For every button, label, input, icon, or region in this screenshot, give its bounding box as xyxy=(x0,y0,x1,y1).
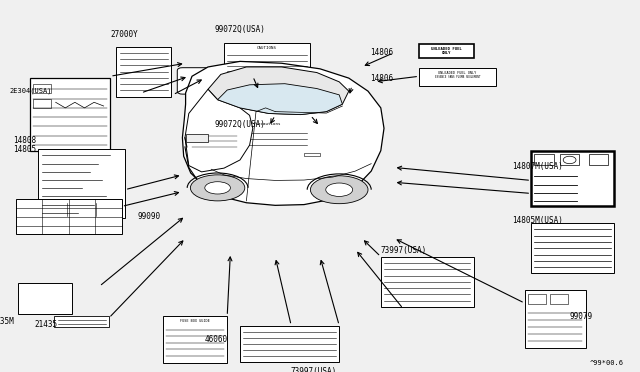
Ellipse shape xyxy=(326,183,353,196)
Text: 21435M: 21435M xyxy=(0,317,14,326)
Polygon shape xyxy=(182,61,384,205)
Text: 99072Q(USA): 99072Q(USA) xyxy=(214,120,266,129)
Polygon shape xyxy=(208,67,349,115)
Text: 99090: 99090 xyxy=(138,212,161,221)
Bar xyxy=(589,154,608,165)
Text: 99079: 99079 xyxy=(570,312,593,321)
Bar xyxy=(163,316,227,363)
Bar xyxy=(560,154,579,165)
Bar xyxy=(33,99,51,108)
Polygon shape xyxy=(185,89,253,172)
Ellipse shape xyxy=(191,175,245,201)
Text: 14808: 14808 xyxy=(13,136,36,145)
Text: 14807M(USA): 14807M(USA) xyxy=(512,162,563,171)
Text: 14806: 14806 xyxy=(371,48,394,57)
Text: 99072Q(USA): 99072Q(USA) xyxy=(214,25,266,33)
Bar xyxy=(550,294,568,304)
Bar xyxy=(381,257,474,307)
Text: 73997(USA): 73997(USA) xyxy=(291,367,337,372)
Bar xyxy=(224,119,310,151)
Bar xyxy=(304,153,320,156)
Text: CAUTIONS: CAUTIONS xyxy=(257,46,277,50)
Text: Precautions: Precautions xyxy=(253,122,281,126)
Bar xyxy=(116,46,171,97)
Bar xyxy=(531,223,614,273)
Bar xyxy=(224,43,310,76)
Text: 2E304(USA): 2E304(USA) xyxy=(10,88,52,94)
Text: FUSE BOX GUIDE: FUSE BOX GUIDE xyxy=(180,319,210,323)
Bar xyxy=(33,84,51,93)
Bar xyxy=(186,134,208,142)
Text: ^99*00.6: ^99*00.6 xyxy=(590,360,624,366)
Text: 14805M(USA): 14805M(USA) xyxy=(512,216,563,225)
Text: 27000Y: 27000Y xyxy=(111,30,139,39)
Ellipse shape xyxy=(205,182,230,194)
Text: 73997(USA): 73997(USA) xyxy=(381,246,427,254)
FancyBboxPatch shape xyxy=(177,68,232,94)
Text: 14805: 14805 xyxy=(13,145,36,154)
Bar xyxy=(240,326,339,362)
Bar xyxy=(419,68,496,86)
Ellipse shape xyxy=(310,176,368,203)
Bar xyxy=(531,151,614,206)
Text: 21435: 21435 xyxy=(35,320,58,329)
Text: UNLEADED FUEL ONLY: UNLEADED FUEL ONLY xyxy=(438,71,477,75)
Bar xyxy=(419,44,474,58)
Text: 46060: 46060 xyxy=(205,335,228,344)
Text: ESSENCE SANS PLOMB SEULEMENT: ESSENCE SANS PLOMB SEULEMENT xyxy=(435,76,481,79)
Bar xyxy=(30,78,110,151)
Circle shape xyxy=(563,156,576,164)
Text: UNLEADED FUEL: UNLEADED FUEL xyxy=(431,47,462,51)
Text: 14806: 14806 xyxy=(371,74,394,83)
Bar xyxy=(534,154,554,165)
Bar xyxy=(42,203,122,216)
Bar xyxy=(528,294,546,304)
Text: ONLY: ONLY xyxy=(442,51,451,55)
Bar xyxy=(525,290,586,348)
Polygon shape xyxy=(218,84,342,115)
Bar xyxy=(18,283,72,314)
Bar xyxy=(38,149,125,218)
Bar xyxy=(16,199,122,234)
Bar xyxy=(54,316,109,327)
